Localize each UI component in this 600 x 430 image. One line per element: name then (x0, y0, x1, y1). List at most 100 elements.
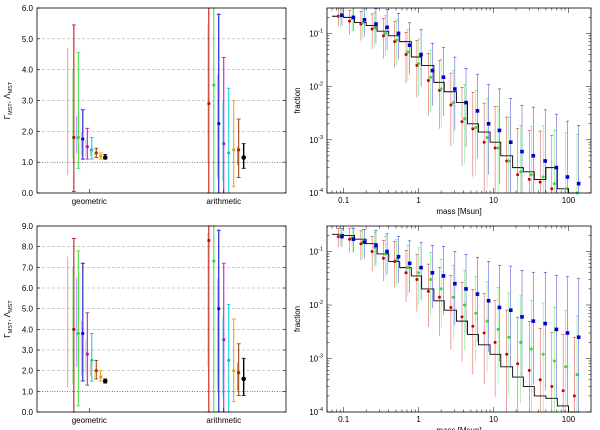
category-label: geometric (72, 416, 107, 425)
data-point-blue (464, 100, 468, 105)
data-point-green (529, 173, 533, 177)
data-point-green (485, 136, 489, 140)
data-point-blue (396, 254, 401, 259)
data-point-green (395, 258, 399, 262)
data-point-blue (362, 240, 367, 244)
data-point-blue (486, 298, 491, 303)
data-point-blue (508, 308, 513, 312)
data-point-black (102, 155, 108, 160)
data-point-green (395, 38, 399, 42)
data-point-blue (351, 15, 356, 20)
data-point-red (538, 378, 542, 382)
data-point-blue (340, 234, 344, 239)
y-tick-label: 5.0 (22, 35, 34, 44)
data-point-cyan (90, 148, 94, 152)
data-point-blue (554, 165, 559, 170)
data-point-brown (94, 151, 98, 155)
data-point-green (474, 126, 478, 130)
y-tick-label: 3.0 (22, 346, 34, 355)
x-tick-label: 1 (416, 196, 421, 205)
data-point-green (519, 340, 523, 344)
y-tick-label: 2.0 (22, 127, 34, 136)
data-point-green (507, 335, 511, 339)
data-point-cyan (90, 358, 94, 362)
y-tick-label: 10-4 (309, 188, 323, 198)
data-point-green (76, 331, 80, 336)
data-point-red (471, 127, 475, 131)
y-label-main: Γ (3, 333, 12, 338)
y-tick-label: 10-3 (309, 135, 323, 145)
data-point-green (439, 287, 443, 291)
data-point-blue (374, 243, 378, 248)
data-point-green (462, 117, 466, 121)
data-point-blue (475, 109, 480, 113)
data-point-red (460, 120, 464, 124)
y-tick-label: 10-1 (309, 247, 323, 257)
data-point-red (471, 324, 475, 328)
y-tick-label: 7.0 (22, 263, 34, 272)
data-point-green (417, 271, 421, 275)
data-point-green (552, 182, 556, 186)
data-point-blue (464, 287, 468, 291)
data-point-blue (351, 237, 356, 241)
y-tick-base: 10 (309, 29, 318, 38)
data-point-red (404, 271, 408, 275)
y-tick-exponent: -2 (318, 82, 323, 88)
data-point-red (482, 140, 486, 144)
data-point-red (348, 19, 352, 23)
data-point-blue (543, 321, 548, 326)
data-point-red (550, 187, 554, 191)
data-point-blue (385, 249, 389, 254)
y-tick-label: 0.0 (22, 408, 34, 417)
category-label: geometric (72, 197, 107, 206)
data-point-green (451, 101, 455, 105)
y-label-sub: MST (8, 103, 14, 115)
data-point-blue (441, 274, 446, 278)
panel-bottom-left: ΓMST, ΛMST (3, 225, 287, 413)
data-point-red (482, 331, 486, 335)
y-label-sub2: MST (8, 81, 14, 93)
x-tick-label: 0.1 (338, 415, 350, 424)
data-point-green (507, 159, 511, 163)
data-point-red (426, 79, 430, 83)
data-point-green (564, 187, 568, 191)
data-point-blue (475, 292, 480, 296)
y-label-mid: , Λ (3, 93, 12, 103)
data-point-blue (441, 75, 446, 80)
data-point-red (426, 289, 430, 293)
data-point-green (429, 75, 433, 79)
y-tick-label: 10-2 (309, 300, 323, 310)
data-point-blue (396, 31, 401, 36)
data-point-green (564, 365, 568, 369)
panel-top-left: ΓMST, ΛMST (3, 7, 287, 194)
data-point-blue (554, 327, 559, 332)
data-point-green (417, 62, 421, 66)
data-point-black (241, 376, 246, 382)
y-tick-exponent: -3 (318, 135, 323, 141)
data-point-red (437, 295, 441, 299)
y-tick-exponent: -1 (318, 247, 323, 253)
data-point-red (393, 260, 397, 264)
data-point-blue (430, 271, 435, 275)
y-axis-label: ΓMST, ΛMST (3, 81, 14, 119)
data-point-blue (362, 18, 367, 22)
data-point-green (406, 266, 410, 270)
data-point-green (212, 259, 216, 263)
data-point-blue (419, 52, 423, 57)
y-label-sub2: MST (8, 300, 14, 312)
data-point-blue (520, 315, 524, 319)
y-tick-base: 10 (309, 355, 318, 364)
plot-frame (326, 7, 592, 194)
y-tick-label: 6.0 (22, 284, 34, 293)
data-point-blue (520, 149, 524, 154)
y-tick-label: 0.0 (22, 189, 34, 198)
y-tick-label: 1.0 (22, 387, 34, 396)
data-point-red (370, 250, 374, 254)
y-tick-label: 2.0 (22, 367, 34, 376)
data-point-red (404, 53, 408, 57)
y-tick-label: 10-2 (309, 82, 323, 92)
data-point-green (519, 170, 523, 174)
data-point-red (505, 352, 509, 356)
data-point-red (348, 237, 352, 241)
data-point-red (493, 340, 497, 344)
